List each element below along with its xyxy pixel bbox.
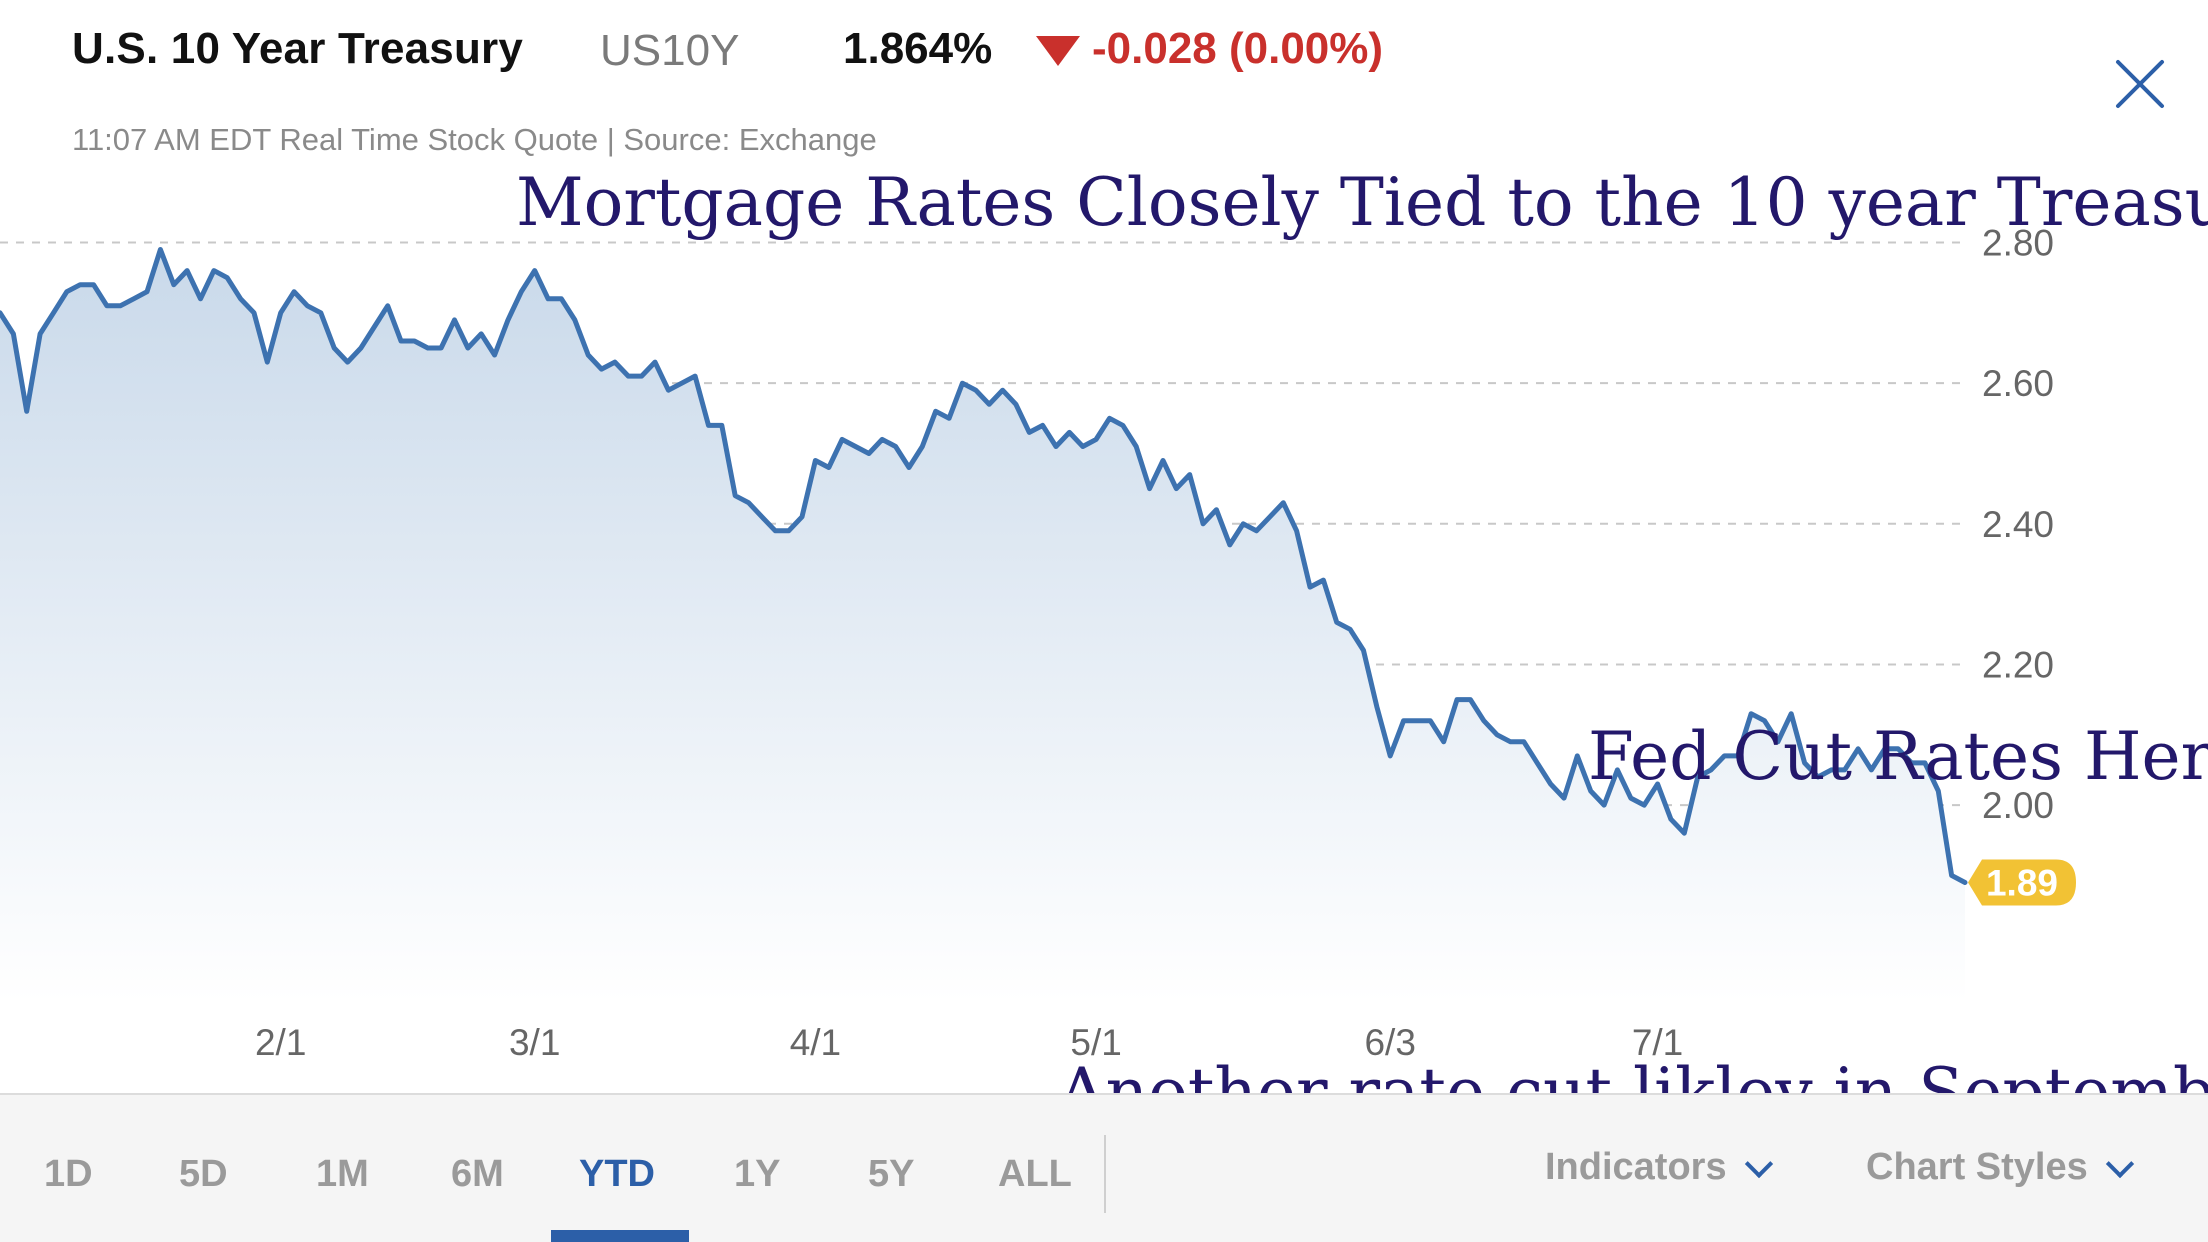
chart-styles-menu[interactable]: Chart Styles xyxy=(1866,1146,2134,1189)
down-arrow-icon xyxy=(1036,36,1080,66)
range-button-1d[interactable]: 1D xyxy=(44,1153,93,1195)
range-button-5d[interactable]: 5D xyxy=(179,1153,228,1195)
indicators-menu[interactable]: Indicators xyxy=(1545,1146,1773,1189)
x-tick-label: 4/1 xyxy=(790,1022,841,1063)
security-title: U.S. 10 Year Treasury xyxy=(72,24,524,73)
y-tick-label: 2.00 xyxy=(1982,785,2054,826)
toolbar-border xyxy=(0,1093,2208,1095)
annotation-fed-cut: Fed Cut Rates Here xyxy=(1588,718,2208,795)
range-button-all[interactable]: ALL xyxy=(998,1153,1072,1195)
quote-source-info: 11:07 AM EDT Real Time Stock Quote | Sou… xyxy=(72,122,877,157)
range-button-1y[interactable]: 1Y xyxy=(734,1153,781,1195)
close-icon[interactable] xyxy=(2112,56,2168,112)
last-value-label: 1.89 xyxy=(1986,862,2058,903)
range-button-ytd[interactable]: YTD xyxy=(579,1153,655,1195)
y-tick-label: 2.20 xyxy=(1982,644,2054,685)
yield-chart[interactable]: 2.80 2.60 2.40 2.20 2.00 2/1 3/1 4/1 5/1 6/3 7/1 1.… xyxy=(0,0,2208,1093)
price-change: -0.028 (0.00%) xyxy=(1036,24,1383,74)
chart-styles-label: Chart Styles xyxy=(1866,1146,2088,1188)
range-button-1m[interactable]: 1M xyxy=(316,1153,369,1195)
series-area xyxy=(0,249,1965,1002)
x-tick-label: 6/3 xyxy=(1364,1022,1415,1063)
ticker-symbol: US10Y xyxy=(600,26,740,75)
toolbar-divider xyxy=(1104,1135,1106,1213)
x-tick-label: 5/1 xyxy=(1070,1022,1121,1063)
y-tick-label: 2.40 xyxy=(1982,504,2054,545)
y-tick-label: 2.80 xyxy=(1982,223,2054,264)
x-tick-label: 3/1 xyxy=(509,1022,560,1063)
x-tick-label: 7/1 xyxy=(1632,1022,1683,1063)
range-button-5y[interactable]: 5Y xyxy=(868,1153,915,1195)
annotation-main: Mortgage Rates Closely Tied to the 10 ye… xyxy=(516,164,2208,241)
active-range-indicator xyxy=(551,1230,689,1242)
last-value-badge xyxy=(1968,859,2076,906)
chevron-down-icon xyxy=(2105,1149,2134,1178)
chevron-down-icon xyxy=(1744,1149,1773,1178)
x-tick-label: 2/1 xyxy=(255,1022,306,1063)
y-tick-label: 2.60 xyxy=(1982,363,2054,404)
series-line xyxy=(0,247,1968,885)
range-button-6m[interactable]: 6M xyxy=(451,1153,504,1195)
price-change-text: -0.028 (0.00%) xyxy=(1092,24,1384,73)
indicators-label: Indicators xyxy=(1545,1146,1727,1188)
last-price: 1.864% xyxy=(843,24,993,73)
